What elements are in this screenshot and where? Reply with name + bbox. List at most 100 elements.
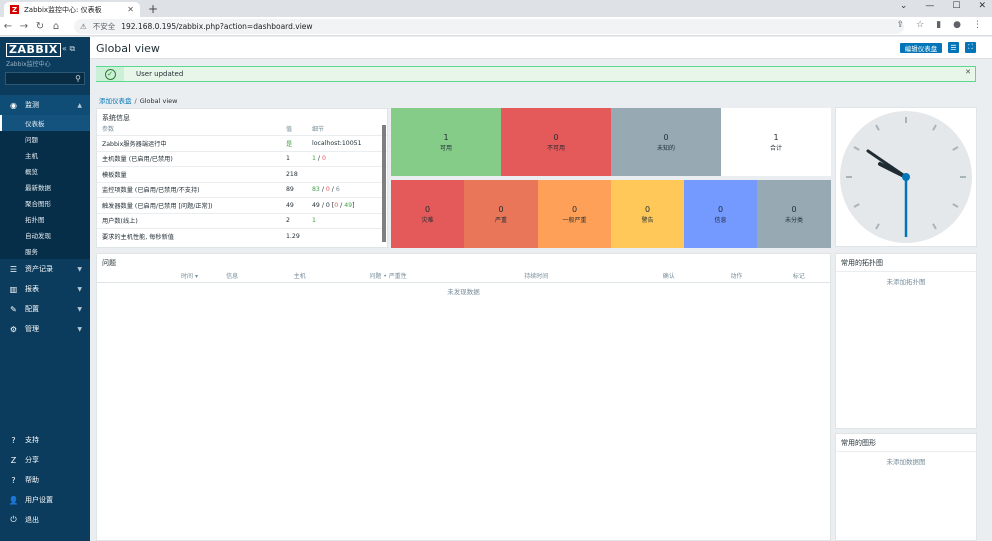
clock-tick: [853, 203, 860, 208]
column-header-time[interactable]: 时间 ▾: [97, 270, 201, 283]
browser-tab[interactable]: Z Zabbix监控中心: 仪表板 ✕: [4, 2, 140, 17]
submenu-maps[interactable]: 拓扑图: [25, 216, 45, 224]
minute-hand: [866, 149, 908, 179]
severity-count: 0: [644, 204, 651, 214]
host-count: 0: [553, 132, 559, 142]
bottom-menu: ? 支持 Z 分享 ? 帮助 👤 用户设置 ⏻ 退出: [0, 430, 90, 530]
menu-item-configuration[interactable]: ✎ 配置 ▼: [0, 299, 90, 319]
detail-cell: [307, 228, 387, 244]
close-icon[interactable]: ✕: [965, 68, 971, 76]
value-cell: 是: [281, 135, 307, 151]
sidebar-search-input[interactable]: ⚲: [5, 72, 85, 85]
page-header: Global view 编辑仪表盘 ☰ ⛶: [90, 37, 992, 59]
severity-label: 警告: [641, 216, 654, 224]
detail-cell: [307, 166, 387, 182]
severity-box-high[interactable]: 0 严重: [464, 180, 538, 248]
widget-title: 常用的图形: [841, 439, 876, 447]
severity-label: 一般严重: [562, 216, 587, 224]
bookmark-star-icon[interactable]: ☆: [916, 20, 925, 30]
value-cell: 89: [281, 181, 307, 198]
submenu-services[interactable]: 服务: [25, 248, 38, 256]
severity-box-warning[interactable]: 0 警告: [611, 180, 684, 248]
profile-icon[interactable]: ●: [953, 20, 961, 30]
power-icon: ⏻: [10, 515, 17, 524]
help-icon: ?: [11, 475, 16, 485]
sidebar-subtitle: Zabbix监控中心: [6, 61, 51, 68]
severity-box-not-classified[interactable]: 0 未分类: [757, 180, 831, 248]
zabbix-favicon-icon: Z: [10, 5, 19, 14]
window-controls: ⌄ — ☐ ✕: [900, 1, 986, 11]
severity-box-disaster[interactable]: 0 灾难: [391, 180, 464, 248]
menu-item-user-settings[interactable]: 👤 用户设置: [0, 490, 90, 510]
severity-count: 0: [717, 204, 724, 214]
favourite-graphs-widget: 常用的图形 未添加数据图: [835, 433, 977, 541]
insecure-label: 不安全: [92, 22, 116, 31]
host-label: 可用: [439, 144, 452, 152]
menu-item-administration[interactable]: ⚙ 管理 ▼: [0, 319, 90, 339]
home-icon[interactable]: ⌂: [52, 20, 60, 32]
breadcrumb-current[interactable]: Global view: [139, 97, 178, 105]
menu-label: 帮助: [25, 476, 39, 484]
chevron-up-icon: ▲: [77, 101, 82, 109]
menu-item-support[interactable]: ? 支持: [0, 430, 90, 450]
param-cell: 模板数量: [97, 166, 281, 182]
new-tab-icon[interactable]: +: [148, 2, 159, 16]
collapse-sidebar-icon[interactable]: « ⧉: [62, 44, 76, 53]
sidepanel-icon[interactable]: ▮: [936, 20, 942, 30]
value-cell: 1.29: [281, 228, 307, 244]
severity-count: 0: [424, 204, 431, 214]
scrollbar[interactable]: [382, 125, 386, 242]
back-icon[interactable]: ←: [3, 20, 13, 32]
clock-center: [902, 173, 910, 181]
param-cell: 要求的主机性能, 每秒新值: [97, 228, 281, 244]
tab-close-icon[interactable]: ✕: [127, 5, 134, 14]
severity-label: 灾难: [421, 216, 434, 224]
zabbix-logo[interactable]: ZABBIX: [6, 43, 61, 57]
submenu-overview[interactable]: 概览: [25, 168, 38, 176]
column-header: 持续时间: [440, 270, 633, 283]
url-text[interactable]: 192.168.0.195/zabbix.php?action=dashboar…: [121, 22, 313, 31]
menu-item-logout[interactable]: ⏻ 退出: [0, 510, 90, 530]
main-content: Global view 编辑仪表盘 ☰ ⛶ ✓ User updated ✕ 添…: [90, 37, 992, 541]
close-window-icon[interactable]: ✕: [978, 1, 986, 11]
submenu-screens[interactable]: 聚合图形: [25, 200, 51, 208]
menu-item-monitoring[interactable]: ◉ 监测 ▲: [0, 95, 90, 115]
host-box-total[interactable]: 1 合计: [721, 108, 831, 176]
submenu-hosts[interactable]: 主机: [25, 152, 38, 160]
breadcrumb-parent[interactable]: 添加仪表盘: [99, 97, 132, 105]
menu-label: 用户设置: [25, 496, 53, 504]
share-page-icon[interactable]: ⇪: [896, 20, 905, 30]
forward-icon[interactable]: →: [19, 20, 29, 32]
menu-item-reports[interactable]: ▥ 报表 ▼: [0, 279, 90, 299]
tab-title: Zabbix监控中心: 仪表板: [24, 5, 102, 14]
detail-enabled: 1: [312, 155, 316, 163]
host-box-available[interactable]: 1 可用: [391, 108, 501, 176]
table-row: 主机数量 (已启用/已禁用) 1 1 / 0: [97, 150, 387, 167]
submenu-latest-data[interactable]: 最新数据: [25, 184, 51, 192]
reload-icon[interactable]: ↻: [35, 20, 45, 32]
maximize-icon[interactable]: ☐: [952, 1, 961, 11]
menu-label: 报表: [25, 285, 39, 293]
no-data-text: 未发现数据: [447, 287, 480, 296]
edit-dashboard-button[interactable]: 编辑仪表盘: [900, 43, 942, 53]
menu-dots-icon[interactable]: ⋮: [973, 20, 982, 30]
menu-item-inventory[interactable]: ☰ 资产记录 ▼: [0, 259, 90, 279]
minimize-icon[interactable]: —: [925, 1, 935, 11]
menu-item-share[interactable]: Z 分享: [0, 450, 90, 470]
chevron-down-icon[interactable]: ⌄: [899, 1, 908, 11]
host-box-unavailable[interactable]: 0 不可用: [501, 108, 611, 176]
dashboard-menu-icon[interactable]: ☰: [948, 42, 959, 53]
submenu-dashboard[interactable]: 仪表板: [0, 115, 90, 131]
submenu-problems[interactable]: 问题: [25, 136, 38, 144]
insecure-icon[interactable]: ⚠: [80, 22, 87, 31]
column-header: 信息: [200, 270, 264, 283]
host-box-unknown[interactable]: 0 未知的: [611, 108, 721, 176]
search-icon[interactable]: ⚲: [75, 74, 81, 83]
submenu-discovery[interactable]: 自动发现: [25, 232, 51, 240]
severity-box-information[interactable]: 0 信息: [684, 180, 757, 248]
fullscreen-icon[interactable]: ⛶: [965, 42, 976, 53]
omnibox[interactable]: ⚠ 不安全 192.168.0.195/zabbix.php?action=da…: [74, 19, 904, 34]
severity-box-average[interactable]: 0 一般严重: [538, 180, 611, 248]
menu-label: 支持: [25, 436, 39, 444]
menu-item-help[interactable]: ? 帮助: [0, 470, 90, 490]
